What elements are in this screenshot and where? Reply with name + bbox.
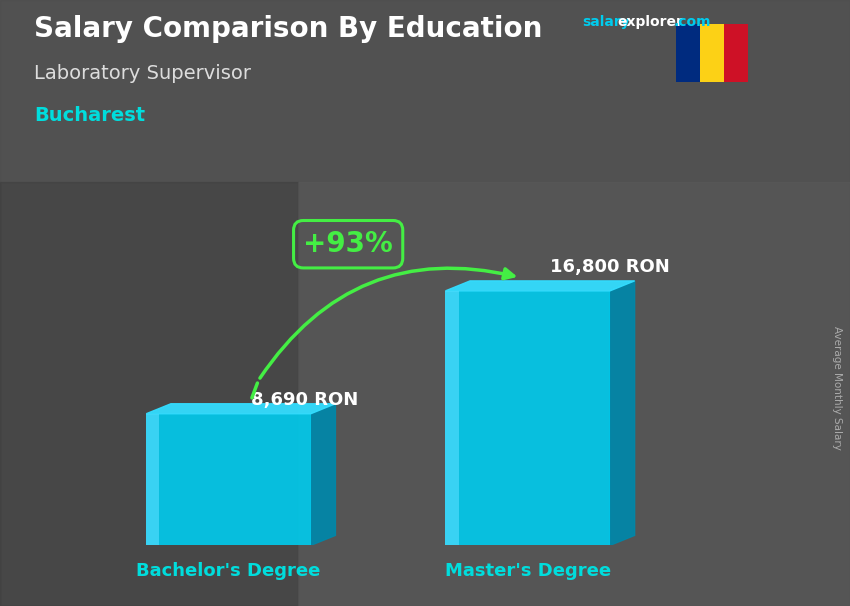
Bar: [724, 24, 748, 82]
Polygon shape: [610, 281, 635, 545]
Bar: [700, 24, 724, 82]
Bar: [0, 182, 298, 606]
Polygon shape: [311, 404, 336, 545]
Polygon shape: [146, 404, 336, 414]
Text: Salary Comparison By Education: Salary Comparison By Education: [34, 15, 542, 43]
Bar: [298, 182, 850, 606]
Text: 16,800 RON: 16,800 RON: [550, 258, 670, 276]
Bar: [445, 291, 458, 545]
Text: salary: salary: [582, 15, 630, 29]
Bar: [146, 414, 159, 545]
Text: Bucharest: Bucharest: [34, 106, 145, 125]
Bar: [445, 291, 610, 545]
Text: Laboratory Supervisor: Laboratory Supervisor: [34, 64, 251, 82]
Text: Master's Degree: Master's Degree: [445, 562, 611, 580]
Bar: [676, 24, 700, 82]
Text: .com: .com: [674, 15, 711, 29]
Bar: [146, 414, 311, 545]
Text: Average Monthly Salary: Average Monthly Salary: [832, 326, 842, 450]
Text: Bachelor's Degree: Bachelor's Degree: [136, 562, 320, 580]
Text: 8,690 RON: 8,690 RON: [251, 391, 358, 409]
Polygon shape: [445, 281, 635, 291]
Text: explorer: explorer: [617, 15, 683, 29]
Text: +93%: +93%: [303, 230, 393, 258]
